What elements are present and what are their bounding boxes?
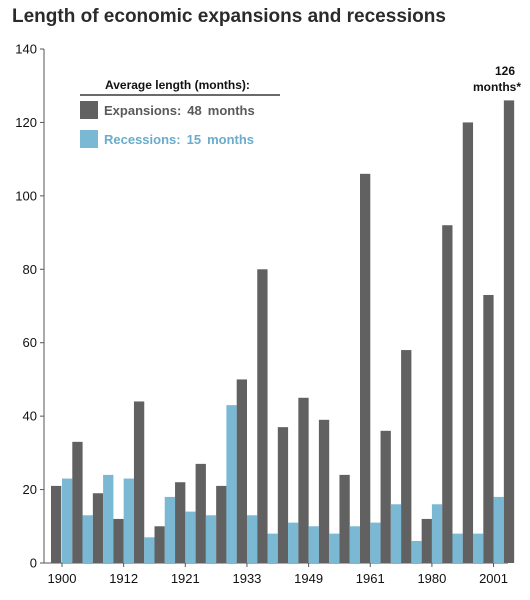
bar-expansion bbox=[195, 463, 206, 563]
bar-recession bbox=[164, 496, 176, 563]
bar-expansion bbox=[483, 294, 494, 563]
y-tick-label: 140 bbox=[15, 42, 37, 57]
bar-expansion bbox=[318, 419, 330, 563]
y-tick-label: 0 bbox=[30, 556, 37, 571]
bar-recession bbox=[431, 504, 443, 563]
annotation-value: 126 bbox=[495, 64, 515, 78]
bar-recession bbox=[390, 504, 402, 563]
bar-expansion bbox=[92, 493, 104, 563]
bar-expansion bbox=[503, 100, 515, 564]
x-tick-label: 1912 bbox=[109, 571, 138, 586]
bar-recession bbox=[349, 526, 360, 563]
bar-expansion bbox=[133, 401, 145, 563]
legend-label-recessions: Recessions: 15 months bbox=[104, 132, 254, 147]
bar-recession bbox=[103, 474, 114, 563]
bar-expansion bbox=[257, 269, 268, 563]
x-tick-label: 1949 bbox=[294, 571, 323, 586]
bar-recession bbox=[123, 478, 134, 563]
bar-expansion bbox=[339, 474, 350, 563]
legend-title: Average length (months): bbox=[105, 78, 250, 92]
bar-expansion bbox=[236, 379, 247, 563]
bar-expansion bbox=[462, 122, 474, 563]
bar-recession bbox=[329, 533, 340, 563]
x-tick-label: 1961 bbox=[356, 571, 385, 586]
bar-expansion bbox=[277, 427, 289, 563]
annotation-unit: months* bbox=[473, 80, 521, 94]
bar-expansion bbox=[175, 482, 186, 563]
y-tick-label: 100 bbox=[15, 188, 37, 203]
bar-recession bbox=[226, 405, 237, 563]
bar-expansion bbox=[113, 518, 124, 563]
x-tick-label: 1921 bbox=[171, 571, 200, 586]
bar-recession bbox=[452, 533, 463, 563]
bar-recession bbox=[62, 478, 73, 563]
legend-swatch-recessions bbox=[80, 130, 98, 148]
bar-recession bbox=[185, 511, 196, 563]
y-tick-label: 60 bbox=[23, 335, 37, 350]
bar-expansion bbox=[401, 350, 412, 563]
bar-expansion bbox=[360, 173, 371, 564]
bar-recession bbox=[82, 515, 93, 563]
bar-expansion-initial bbox=[51, 485, 62, 563]
bar-expansion bbox=[298, 397, 309, 563]
bar-recession bbox=[493, 496, 504, 563]
legend-item-value: 48 bbox=[187, 103, 201, 118]
x-tick-label: 1900 bbox=[48, 571, 77, 586]
legend-label-expansions: Expansions: 48 months bbox=[104, 103, 255, 118]
legend-item-value: 15 bbox=[187, 132, 201, 147]
bar-recession bbox=[144, 537, 155, 563]
y-tick-label: 120 bbox=[15, 115, 37, 130]
x-tick-label: 2001 bbox=[479, 571, 508, 586]
legend-swatch-expansions bbox=[80, 101, 98, 119]
bar-expansion bbox=[154, 526, 165, 563]
bar-recession bbox=[246, 515, 258, 563]
legend-item-name: Expansions: bbox=[104, 103, 181, 118]
legend-item-unit: months bbox=[207, 132, 254, 147]
bar-recession bbox=[370, 522, 381, 563]
chart-title: Length of economic expansions and recess… bbox=[12, 6, 446, 27]
bar-expansion bbox=[72, 441, 83, 563]
bar-recession bbox=[288, 522, 299, 563]
bar-expansion bbox=[421, 518, 432, 563]
bar-recession bbox=[308, 526, 319, 563]
bar-recession bbox=[473, 533, 484, 563]
bar-recession bbox=[267, 533, 278, 563]
bar-recession bbox=[411, 540, 422, 563]
legend-item-unit: months bbox=[208, 103, 255, 118]
bar-expansion bbox=[216, 485, 227, 563]
bar-recession bbox=[205, 515, 217, 563]
y-tick-label: 20 bbox=[23, 482, 37, 497]
legend-item-name: Recessions: bbox=[104, 132, 181, 147]
x-tick-label: 1980 bbox=[417, 571, 446, 586]
bar-expansion bbox=[380, 430, 391, 563]
y-tick-label: 80 bbox=[23, 262, 37, 277]
x-tick-label: 1933 bbox=[232, 571, 261, 586]
bar-expansion bbox=[442, 225, 453, 563]
y-tick-label: 40 bbox=[23, 409, 37, 424]
